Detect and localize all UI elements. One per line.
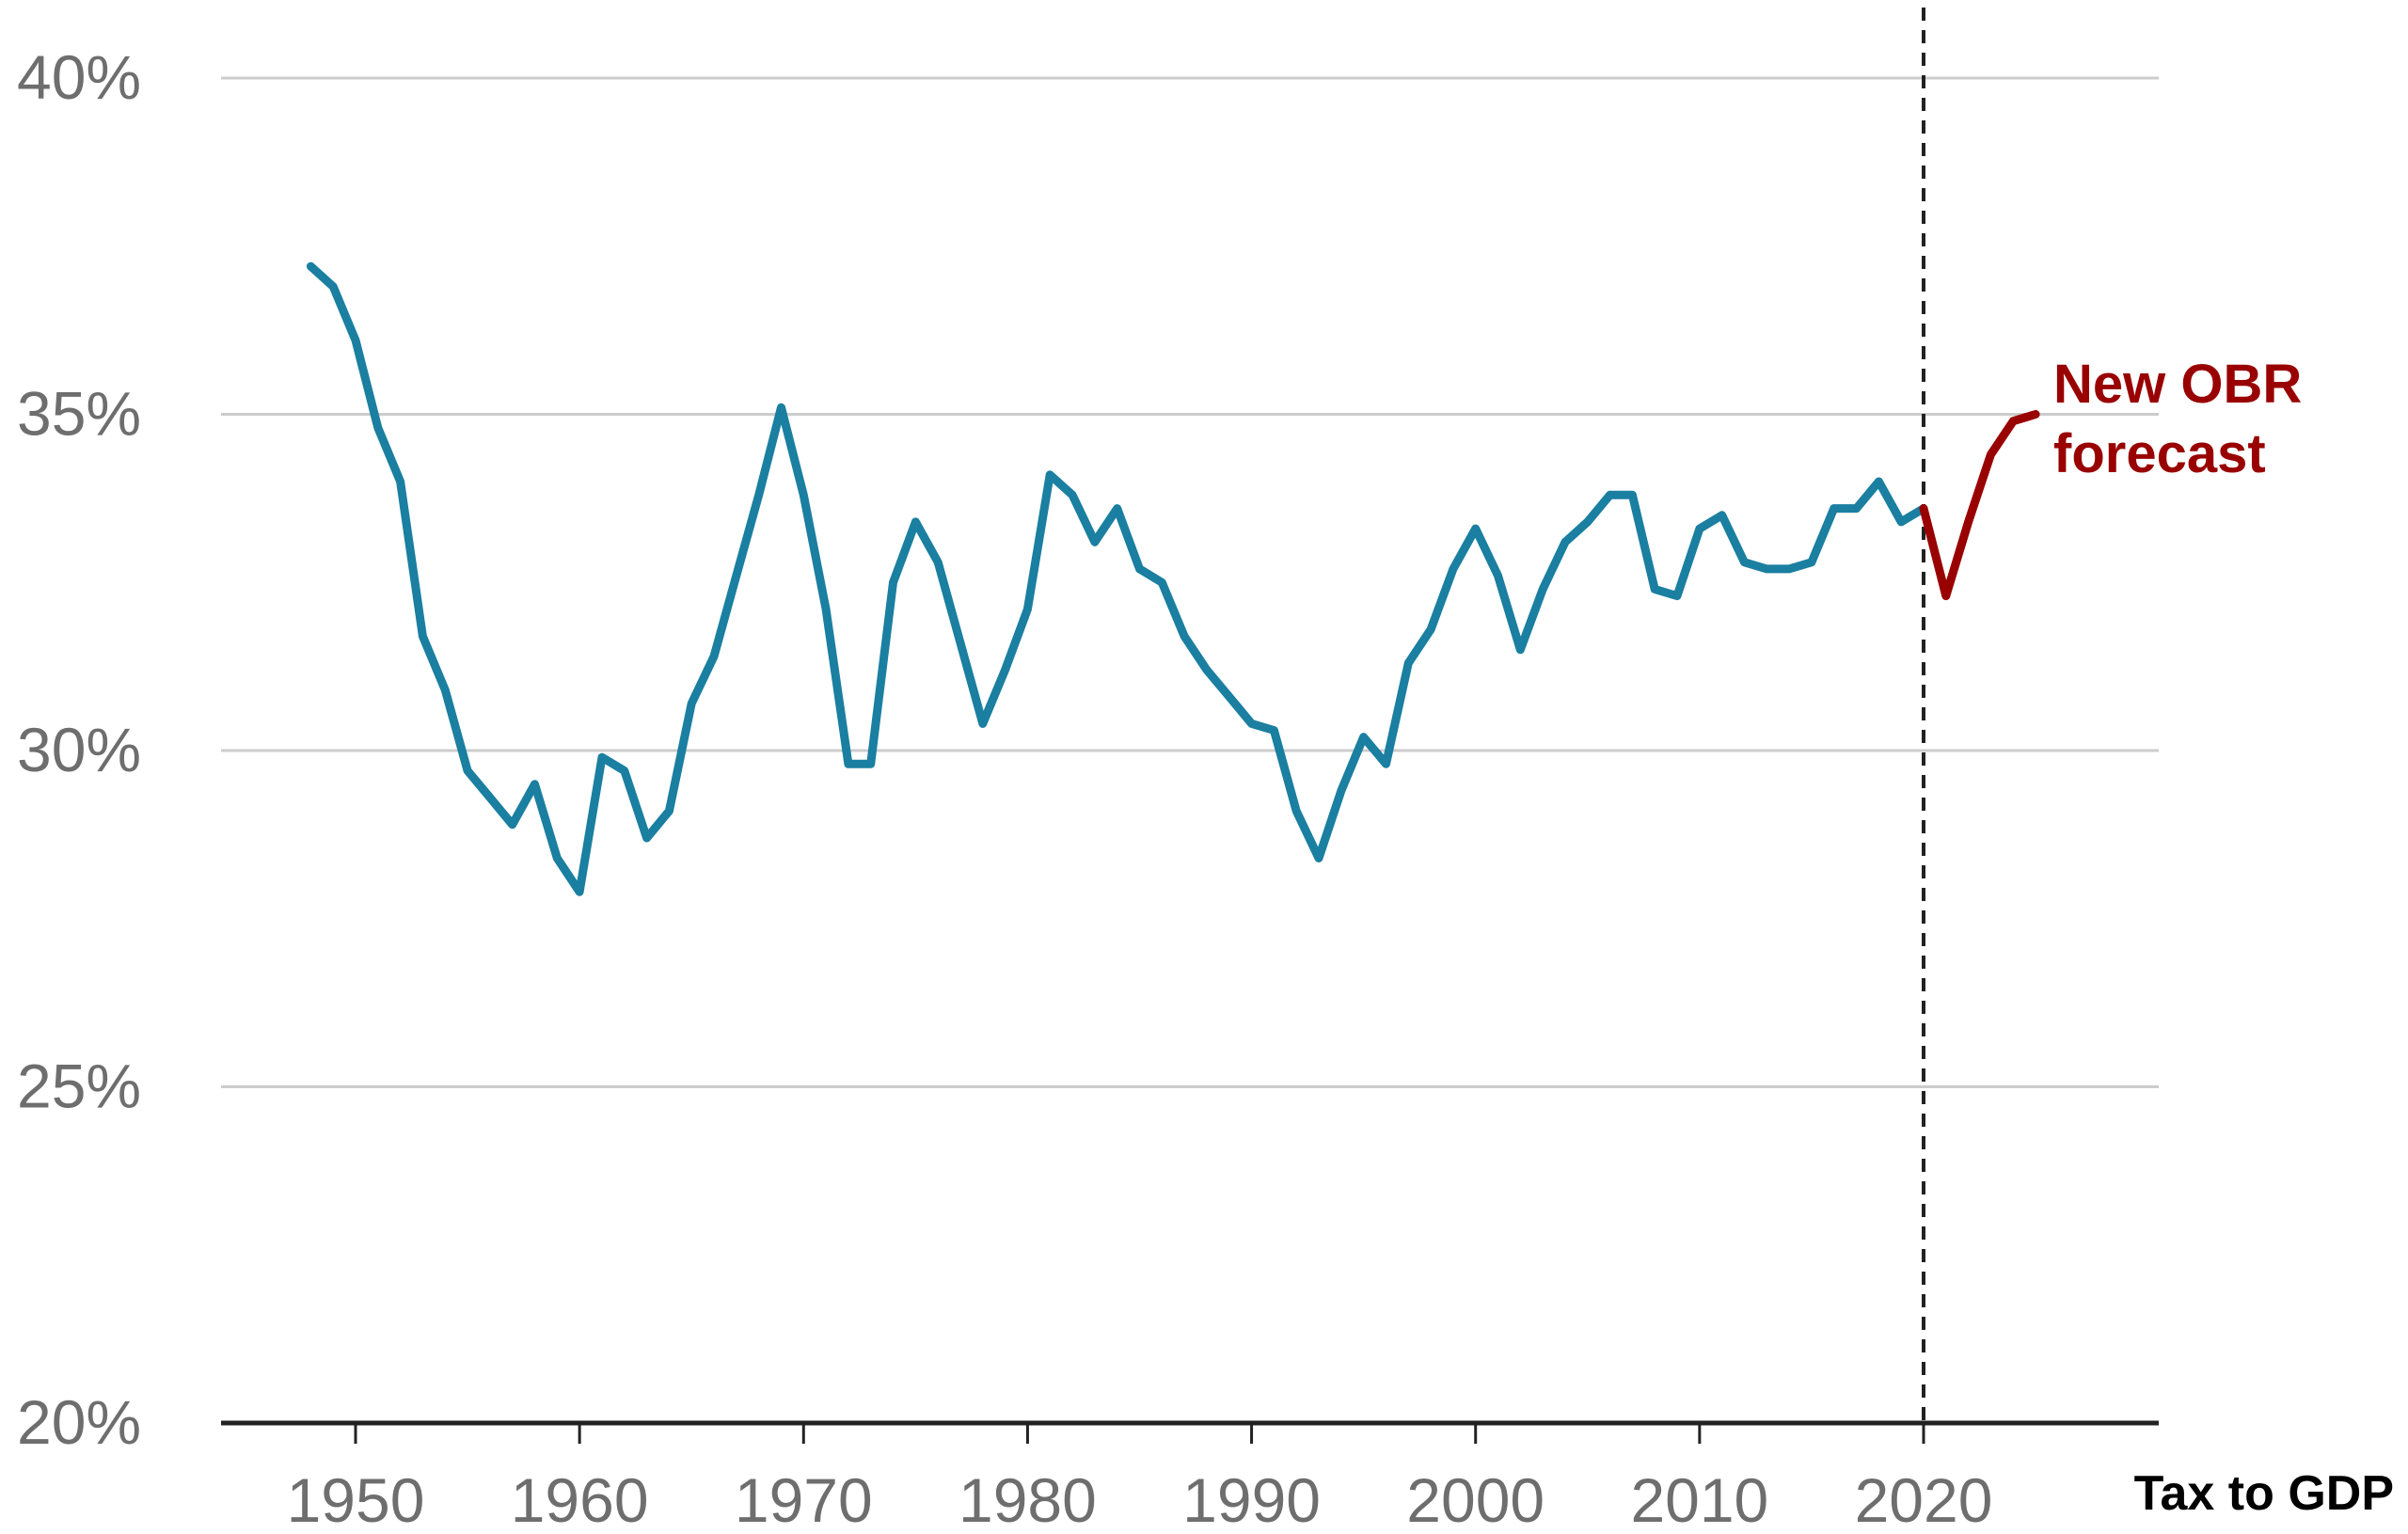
- y-tick-label: 25%: [17, 1052, 141, 1121]
- y-tick-label: 40%: [17, 42, 141, 112]
- y-tick-label: 30%: [17, 715, 141, 784]
- annotation-line: New OBR: [2053, 354, 2302, 415]
- series-line-forecast: [1919, 410, 2040, 601]
- x-tick-label: 2000: [1406, 1465, 1545, 1534]
- y-tick-label: 35%: [17, 379, 141, 449]
- x-tick-label: 2020: [1855, 1465, 1993, 1534]
- x-tick-label: 1960: [511, 1465, 649, 1534]
- y-tick-label: 20%: [17, 1387, 141, 1457]
- x-tick-label: 1990: [1182, 1465, 1321, 1534]
- chart-source-label: Tax to GDP: [2134, 1466, 2394, 1521]
- x-tick-label: 2010: [1630, 1465, 1768, 1534]
- series-lines: [306, 261, 2040, 896]
- series-line-historical: [306, 261, 1928, 896]
- y-axis-ticks: 20% 25% 30% 35% 40%: [17, 42, 141, 1457]
- annotation-line: forecast: [2053, 423, 2266, 484]
- x-tick-label: 1980: [958, 1465, 1097, 1534]
- gridlines: [221, 76, 2159, 1088]
- x-axis-ticks: 1950 1960 1970 1980 1990 2000 2010 2020: [287, 1423, 1993, 1534]
- forecast-annotation: New OBR forecast: [2053, 354, 2302, 484]
- x-tick-label: 1970: [735, 1465, 873, 1534]
- x-tick-label: 1950: [287, 1465, 425, 1534]
